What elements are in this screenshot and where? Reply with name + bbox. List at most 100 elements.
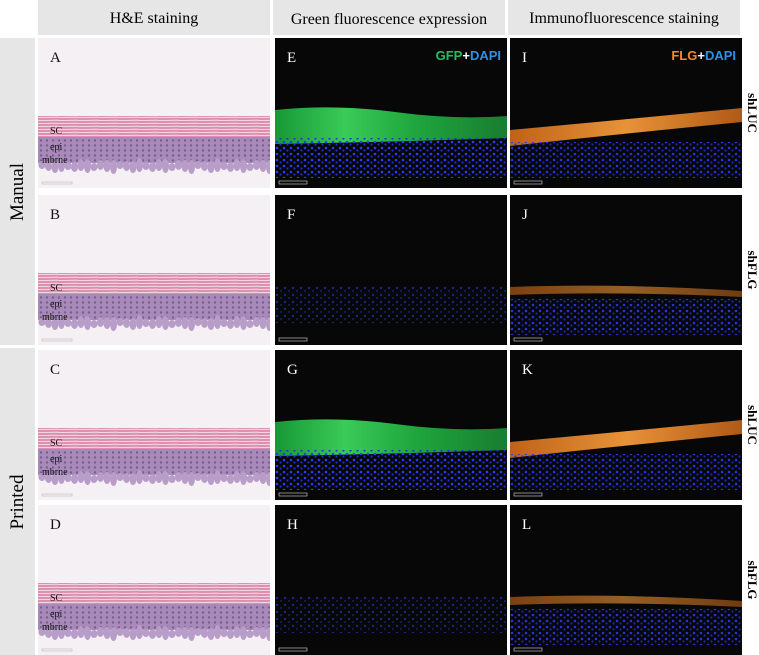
basal-bump [207,318,215,330]
basal-bump [181,317,189,329]
basal-bump [58,625,65,639]
basal-bump [246,475,254,483]
basal-bump [220,319,228,327]
basal-bump [58,470,65,484]
basal-bump [123,318,130,328]
epidermis [38,137,270,163]
column-header: H&E staining [38,0,270,35]
basal-bump [168,320,176,328]
basal-bump [116,473,124,481]
channel-legend: FLG+DAPI [671,48,736,63]
basal-bump [129,473,137,485]
scale-bar [513,180,543,185]
layer-label: epi [50,454,62,465]
micrograph: G [275,350,507,500]
basal-bump [116,318,124,326]
basal-bump [136,470,143,484]
basal-bump [90,475,98,483]
micrograph: GFP+DAPI E [275,38,507,188]
basal-bump [84,316,91,330]
panel-letter: E [287,50,296,66]
basal-bump [45,318,52,328]
basal-bump [194,628,202,636]
basal-bump [227,162,234,172]
scale-bar [41,181,73,185]
stratum-corneum [38,428,270,450]
basal-bump [233,159,241,171]
row-label-text: shLUC [745,93,759,133]
nuclei [510,454,742,490]
layer-label: SC [50,283,63,294]
flg-signal [510,595,742,607]
basal-bump [142,629,150,637]
micrograph: SC epi mbrne C [38,350,270,500]
basal-bump [116,161,124,169]
basal-bump [207,628,215,640]
nuclei [275,138,507,178]
basal-bump [155,626,163,638]
image-panel: SC epi mbrne C [38,350,270,500]
scale-bar [513,492,543,497]
basal-bump [253,472,260,482]
basal-bump [220,162,228,170]
basal-bump [214,158,221,172]
basal-bump [123,628,130,638]
basal-bump [188,160,195,174]
basal-bump [142,474,150,482]
image-panel: L [510,505,742,655]
image-panel: H [275,505,507,655]
nuclei [275,450,507,490]
scale-bar [278,492,308,497]
basal-bump [129,161,137,173]
nuclei [275,595,507,633]
scale-bar [41,648,73,652]
basal-bump [77,471,85,483]
panel-letter: D [50,517,61,533]
basal-bump [71,629,78,639]
basal-bump [162,471,169,485]
column-header-text: H&E staining [109,10,199,27]
basal-bump [175,472,182,482]
basal-bump [71,474,78,484]
basal-bump [142,319,150,327]
layer-label: epi [50,609,62,620]
basal-bump [214,470,221,484]
panel-letter: A [50,50,61,66]
basal-bump [90,163,98,171]
basal-bump [110,160,117,174]
basal-bump [246,630,254,638]
basal-bump [259,317,267,329]
scale-bar [41,338,73,342]
basal-bump [123,473,130,483]
layer-label: SC [50,438,63,449]
panel-letter: K [522,362,533,378]
basal-bump [71,162,78,172]
legend-part: + [462,48,470,63]
basal-bump [149,629,156,639]
basal-bump [103,472,111,484]
basal-bump [207,473,215,485]
layer-label: SC [50,126,63,137]
basal-bump [168,475,176,483]
image-panel: GFP+DAPI E [275,38,507,188]
basal-bump [175,160,182,170]
basal-bump [64,629,72,637]
scale-bar [278,647,308,652]
basal-bump [38,161,46,169]
basal-bump [51,161,59,173]
row-label: shLUC [745,38,759,188]
basal-bump [136,158,143,172]
basal-bump [149,319,156,329]
image-panel: F [275,195,507,345]
panel-letter: I [522,50,527,66]
row-label: shFLG [745,195,759,345]
flg-signal [510,108,742,146]
micrograph: FLG+DAPI I [510,38,742,188]
panel-letter: G [287,362,298,378]
basal-bump [116,628,124,636]
micrograph: F [275,195,507,345]
basal-bump [51,318,59,330]
basal-bump [168,630,176,638]
basal-bump [38,473,46,481]
